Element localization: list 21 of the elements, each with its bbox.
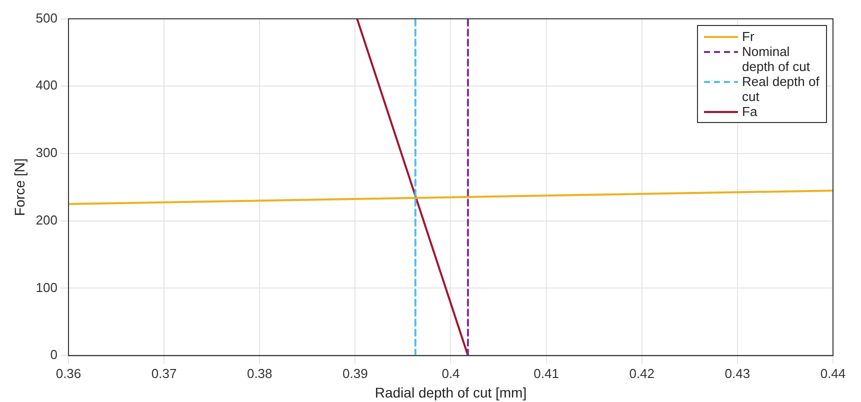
legend-label: Real depth of cut: [742, 74, 820, 104]
x-tick-label: 0.37: [151, 366, 177, 381]
y-axis-title: Force [N]: [11, 158, 28, 216]
x-tick-label: 0.38: [246, 366, 272, 381]
y-tick-label: 0: [50, 347, 58, 362]
y-tick-label: 100: [36, 280, 58, 295]
x-tick-label: 0.39: [342, 366, 368, 381]
legend-label: Fr: [742, 28, 754, 44]
legend-label: Nominal depth of cut: [742, 44, 811, 74]
x-tick-label: 0.42: [629, 366, 655, 381]
y-tick-label: 300: [36, 145, 58, 160]
x-tick-label: 0.44: [820, 366, 846, 381]
y-tick-label: 500: [36, 10, 58, 26]
x-tick-label: 0.4: [442, 366, 460, 381]
y-tick-label: 400: [36, 78, 58, 93]
x-tick-label: 0.43: [724, 366, 750, 381]
x-axis-title: Radial depth of cut [mm]: [374, 384, 527, 400]
y-tick-label: 200: [36, 212, 58, 228]
x-tick-label: 0.41: [534, 366, 559, 381]
x-tick-label: 0.36: [56, 366, 82, 381]
legend-label: Fa: [742, 104, 758, 119]
